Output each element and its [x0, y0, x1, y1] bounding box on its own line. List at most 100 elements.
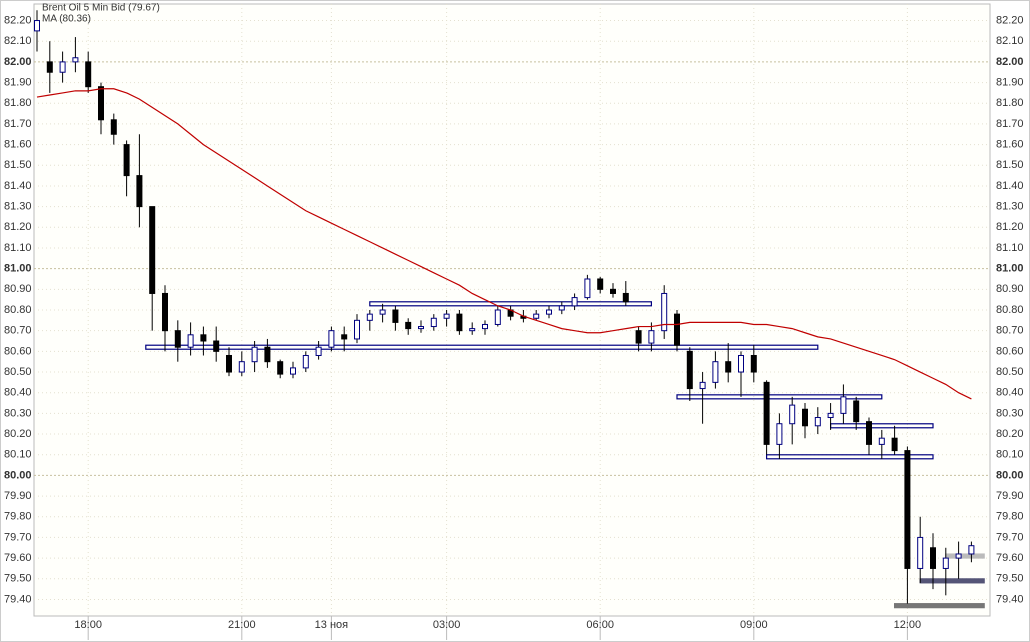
- y-tick-label-right: 80.10: [996, 449, 1024, 461]
- y-tick-label: 81.10: [4, 242, 32, 254]
- y-tick-label-right: 80.60: [996, 345, 1024, 357]
- y-tick-label-right: 82.00: [996, 56, 1024, 68]
- candle-body: [840, 396, 847, 414]
- candle-body: [46, 61, 53, 73]
- y-tick-label-right: 81.30: [996, 201, 1024, 213]
- candle-body: [174, 330, 181, 348]
- y-tick-label-right: 80.40: [996, 387, 1024, 399]
- candle-body: [853, 400, 860, 423]
- y-tick-label-right: 82.20: [996, 14, 1024, 26]
- candle-body: [930, 547, 936, 569]
- y-tick-label-right: 80.20: [996, 428, 1024, 440]
- candle-body: [661, 292, 668, 332]
- candle-body: [558, 305, 565, 311]
- y-tick-label: 81.60: [4, 139, 32, 151]
- candle-body: [725, 361, 732, 373]
- candle-body: [699, 381, 706, 390]
- candle-body: [776, 423, 783, 445]
- candle-body: [98, 86, 104, 121]
- candle-body: [674, 313, 680, 346]
- level-box: [919, 578, 985, 584]
- x-tick-label: 13 ноя: [315, 619, 348, 631]
- candle-body: [878, 437, 885, 445]
- candle-body: [354, 319, 360, 340]
- y-tick-label-right: 79.40: [996, 593, 1024, 605]
- candle-body: [802, 408, 808, 427]
- candle-body: [584, 278, 591, 299]
- candle-body: [328, 330, 335, 348]
- y-tick-label-right: 82.10: [996, 35, 1024, 47]
- candle-body: [418, 326, 424, 330]
- candle-body: [430, 317, 437, 328]
- x-tick-label: 12:00: [894, 619, 922, 631]
- y-tick-label: 81.90: [4, 76, 32, 88]
- x-tick-label: 18:00: [74, 619, 102, 631]
- level-box: [893, 603, 985, 609]
- y-tick-label: 81.30: [4, 201, 32, 213]
- y-tick-label-right: 81.00: [996, 263, 1024, 275]
- candle-body: [72, 57, 79, 63]
- candle-body: [686, 350, 693, 390]
- y-tick-label-right: 81.70: [996, 118, 1024, 130]
- candle-body: [59, 61, 66, 73]
- y-tick-label: 81.70: [4, 118, 32, 130]
- y-tick-label: 81.50: [4, 159, 32, 171]
- candle-body: [315, 346, 322, 356]
- y-tick-label-right: 80.70: [996, 325, 1024, 337]
- candle-body: [635, 330, 642, 344]
- y-tick-label: 80.80: [4, 304, 32, 316]
- y-tick-label: 80.90: [4, 283, 32, 295]
- y-tick-label-right: 81.90: [996, 76, 1024, 88]
- candle-body: [226, 354, 232, 373]
- candle-body: [162, 292, 168, 332]
- candle-body: [251, 346, 258, 363]
- candle-body: [366, 313, 373, 321]
- y-tick-label-right: 79.80: [996, 511, 1024, 523]
- candle-body: [597, 278, 604, 290]
- candle-body: [866, 421, 872, 445]
- y-tick-label: 79.80: [4, 511, 32, 523]
- candle-body: [200, 334, 207, 342]
- x-tick-label: 09:00: [740, 619, 768, 631]
- y-tick-label: 80.50: [4, 366, 32, 378]
- level-box: [676, 394, 883, 400]
- y-tick-label: 79.60: [4, 552, 32, 564]
- candle-body: [264, 346, 271, 363]
- y-tick-label: 82.10: [4, 35, 32, 47]
- candle-body: [85, 61, 92, 88]
- candle-body: [750, 354, 757, 373]
- x-tick-label: 21:00: [228, 619, 256, 631]
- candle-body: [763, 381, 770, 445]
- candle-body: [482, 323, 488, 330]
- candle-body: [648, 330, 655, 344]
- y-tick-label: 79.40: [4, 593, 32, 605]
- candle-body: [392, 309, 399, 323]
- legend-entry: MA (80.36): [42, 14, 91, 25]
- y-tick-label: 80.20: [4, 428, 32, 440]
- candle-body: [955, 553, 962, 559]
- legend-entry: Brent Oil 5 Min Bid (79.67): [42, 3, 160, 14]
- y-tick-label-right: 79.60: [996, 552, 1024, 564]
- candle-body: [789, 404, 796, 425]
- y-tick-label: 79.50: [4, 573, 32, 585]
- y-tick-label: 80.60: [4, 345, 32, 357]
- y-tick-label-right: 81.80: [996, 97, 1024, 109]
- candle-body: [891, 437, 898, 452]
- candle-body: [469, 328, 476, 332]
- candle-body: [213, 340, 220, 352]
- y-tick-label: 81.40: [4, 180, 32, 192]
- candle-body: [110, 119, 117, 135]
- y-tick-label: 81.20: [4, 221, 32, 233]
- level-box: [369, 301, 652, 307]
- candle-body: [546, 309, 552, 315]
- candle-body: [610, 288, 616, 294]
- candle-body: [571, 297, 578, 307]
- candle-body: [942, 557, 949, 569]
- y-tick-label: 79.90: [4, 490, 32, 502]
- y-tick-label: 80.10: [4, 449, 32, 461]
- y-tick-label: 80.70: [4, 325, 32, 337]
- candle-body: [302, 354, 309, 369]
- y-tick-label: 79.70: [4, 531, 32, 543]
- candle-body: [34, 20, 40, 32]
- candle-body: [379, 309, 386, 315]
